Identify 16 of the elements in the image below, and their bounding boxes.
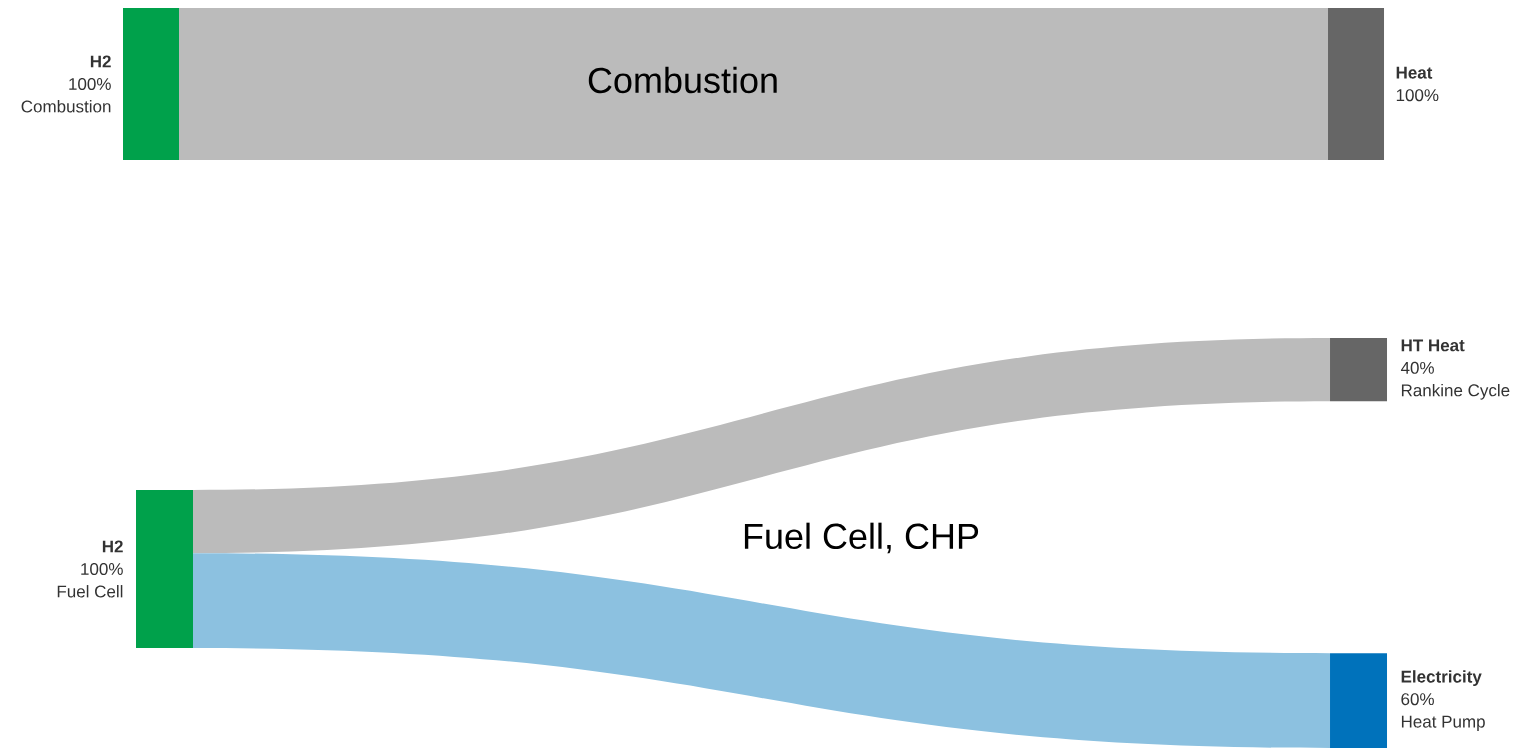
category-label: HT Heat [1401, 339, 1465, 352]
category-label: Heat [1396, 66, 1433, 79]
data-label: 60% [1401, 693, 1434, 706]
text: Fuel Cell, CHP [744, 522, 979, 554]
data-label: 100% [81, 562, 123, 576]
category-label: Electricity [1401, 670, 1482, 687]
data-label: 100% [69, 77, 111, 91]
text: Heat Pump [1401, 715, 1485, 732]
category-label: H2 [90, 55, 111, 68]
data-label: 40% [1400, 361, 1434, 374]
data-label: 100% [1396, 89, 1439, 102]
category-label: H2 [102, 540, 123, 553]
text: Rankine Cycle [1401, 383, 1510, 400]
text: Fuel Cell [57, 585, 123, 598]
text: Combustion [21, 100, 111, 113]
text: Combustion [588, 66, 777, 94]
